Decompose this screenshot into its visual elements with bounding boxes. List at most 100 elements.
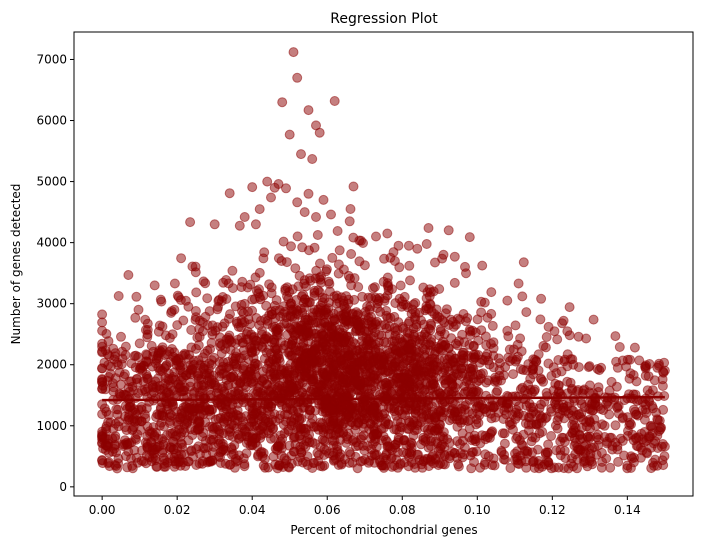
scatter-point bbox=[631, 409, 642, 420]
scatter-point bbox=[392, 368, 403, 379]
scatter-point bbox=[138, 361, 149, 371]
y-tick-label: 6000 bbox=[36, 114, 67, 128]
scatter-point bbox=[448, 321, 459, 332]
scatter-point bbox=[479, 404, 490, 415]
scatter-point bbox=[510, 320, 521, 331]
scatter-point bbox=[476, 296, 487, 307]
scatter-point bbox=[453, 378, 463, 389]
scatter-point bbox=[124, 438, 135, 449]
scatter-point bbox=[447, 413, 458, 424]
scatter-point bbox=[329, 96, 340, 106]
scatter-point bbox=[278, 236, 289, 247]
y-tick-label: 1000 bbox=[36, 419, 67, 433]
scatter-point bbox=[332, 444, 343, 455]
y-tick-label: 4000 bbox=[36, 236, 67, 250]
scatter-point bbox=[303, 188, 314, 199]
scatter-point bbox=[487, 426, 498, 437]
scatter-point bbox=[257, 329, 267, 340]
scatter-point bbox=[420, 339, 431, 350]
scatter-point bbox=[153, 348, 164, 359]
scatter-point bbox=[289, 413, 300, 424]
scatter-point bbox=[224, 430, 235, 441]
scatter-point bbox=[327, 252, 338, 263]
y-tick-label: 0 bbox=[59, 480, 67, 494]
scatter-point bbox=[599, 420, 610, 431]
scatter-point bbox=[286, 339, 297, 350]
scatter-point bbox=[176, 253, 187, 264]
scatter-point bbox=[501, 409, 512, 420]
scatter-point bbox=[364, 304, 375, 315]
scatter-point bbox=[249, 433, 260, 444]
scatter-point bbox=[427, 401, 437, 412]
scatter-point bbox=[635, 452, 646, 463]
scatter-point bbox=[314, 399, 325, 410]
scatter-point bbox=[323, 276, 334, 287]
scatter-point bbox=[368, 283, 378, 294]
scatter-point bbox=[500, 454, 511, 465]
scatter-point bbox=[438, 249, 449, 260]
scatter-point bbox=[376, 423, 387, 434]
scatter-point bbox=[335, 355, 346, 366]
scatter-point bbox=[440, 379, 451, 390]
scatter-point bbox=[489, 401, 500, 412]
scatter-point bbox=[610, 420, 621, 431]
scatter-point bbox=[317, 461, 328, 472]
scatter-point bbox=[164, 412, 175, 423]
scatter-point bbox=[239, 212, 250, 222]
scatter-point bbox=[351, 323, 362, 334]
scatter-point bbox=[534, 428, 545, 439]
scatter-point bbox=[340, 399, 351, 410]
scatter-point bbox=[581, 439, 591, 450]
scatter-point bbox=[610, 331, 621, 342]
scatter-point bbox=[197, 456, 208, 466]
scatter-point bbox=[205, 344, 216, 355]
scatter-point bbox=[292, 72, 303, 83]
scatter-point bbox=[286, 304, 297, 315]
scatter-point bbox=[142, 332, 153, 343]
scatter-point bbox=[266, 362, 277, 373]
scatter-point bbox=[202, 293, 213, 304]
scatter-point bbox=[402, 423, 413, 434]
scatter-point bbox=[216, 348, 227, 359]
scatter-point bbox=[521, 307, 532, 318]
scatter-point bbox=[97, 434, 108, 445]
scatter-point bbox=[324, 363, 335, 374]
scatter-point bbox=[199, 364, 209, 375]
scatter-point bbox=[329, 315, 340, 326]
x-axis: 0.00 0.02 0.04 0.06 0.08 0.10 0.12 0.14 bbox=[89, 496, 641, 517]
scatter-point bbox=[198, 276, 209, 287]
scatter-point bbox=[239, 317, 250, 328]
scatter-point bbox=[138, 376, 149, 387]
scatter-point bbox=[292, 231, 303, 242]
y-tick-label: 3000 bbox=[36, 297, 67, 311]
scatter-point bbox=[513, 278, 524, 289]
scatter-point bbox=[585, 423, 596, 434]
scatter-point bbox=[317, 297, 328, 308]
scatter-point bbox=[515, 333, 526, 344]
scatter-point bbox=[391, 454, 402, 465]
scatter-point bbox=[309, 358, 320, 368]
scatter-point bbox=[455, 448, 466, 459]
scatter-point bbox=[213, 295, 224, 306]
scatter-point bbox=[155, 294, 166, 305]
scatter-point bbox=[534, 403, 545, 414]
scatter-point bbox=[138, 456, 149, 467]
scatter-point bbox=[270, 344, 281, 355]
scatter-point bbox=[596, 362, 607, 373]
scatter-point bbox=[510, 356, 521, 367]
scatter-point bbox=[550, 420, 561, 431]
scatter-point bbox=[99, 403, 110, 414]
scatter-point bbox=[149, 280, 160, 291]
scatter-point bbox=[307, 154, 318, 164]
scatter-point bbox=[404, 365, 415, 376]
scatter-point bbox=[97, 325, 108, 336]
x-tick-label: 0.14 bbox=[614, 503, 641, 517]
scatter-point bbox=[303, 105, 314, 116]
scatter-point bbox=[97, 384, 108, 394]
scatter-point bbox=[457, 347, 468, 358]
scatter-point bbox=[565, 377, 576, 388]
scatter-point bbox=[284, 129, 295, 140]
scatter-point bbox=[236, 282, 247, 293]
scatter-point bbox=[279, 409, 290, 420]
y-tick-label: 7000 bbox=[36, 52, 67, 66]
